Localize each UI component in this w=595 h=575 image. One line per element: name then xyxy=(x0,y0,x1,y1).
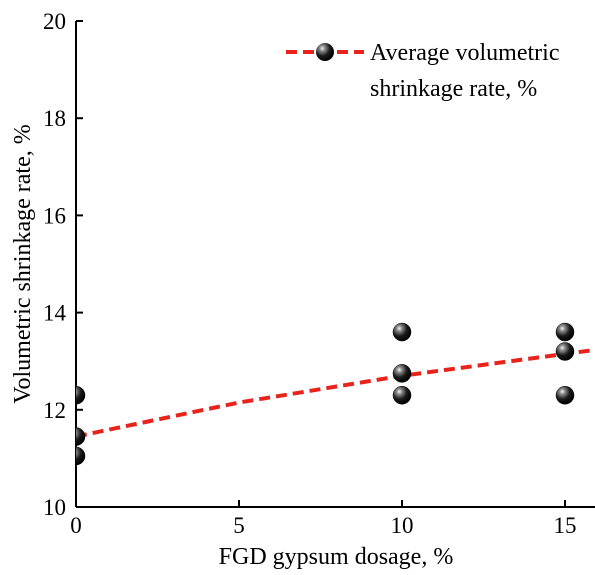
x-axis-title: FGD gypsum dosage, % xyxy=(219,544,454,570)
axis-ticks xyxy=(75,20,566,508)
y-tick-label: 12 xyxy=(43,398,66,423)
y-tick-label: 18 xyxy=(43,106,66,131)
data-point xyxy=(392,364,412,383)
y-axis-title: Volumetric shrinkage rate, % xyxy=(10,124,36,403)
data-point xyxy=(392,385,412,405)
plot-frame xyxy=(75,21,595,508)
legend: Average volumetric shrinkage rate, % xyxy=(286,40,559,102)
legend-label-line-2: shrinkage rate, % xyxy=(370,76,537,102)
fit-line-layer xyxy=(76,347,595,439)
tick-labels: 051015202530101214161820 xyxy=(43,9,577,538)
x-tick-label: 15 xyxy=(554,513,577,538)
x-tick-label: 10 xyxy=(391,513,414,538)
fit-line xyxy=(76,347,595,439)
data-point xyxy=(76,446,86,466)
x-tick-label: 5 xyxy=(233,513,245,538)
data-point xyxy=(76,427,86,446)
y-tick-label: 16 xyxy=(43,203,66,228)
data-point xyxy=(555,322,575,342)
y-tick-label: 14 xyxy=(43,301,67,326)
data-point xyxy=(76,385,86,405)
legend-label-line-1: Average volumetric xyxy=(370,40,559,66)
data-points-layer xyxy=(76,322,575,466)
data-point xyxy=(555,342,575,361)
x-tick-label: 0 xyxy=(70,513,82,538)
y-tick-label: 10 xyxy=(43,495,66,520)
y-tick-label: 20 xyxy=(43,9,66,34)
data-point xyxy=(392,322,412,342)
data-point xyxy=(555,385,575,405)
legend-marker xyxy=(316,43,334,61)
